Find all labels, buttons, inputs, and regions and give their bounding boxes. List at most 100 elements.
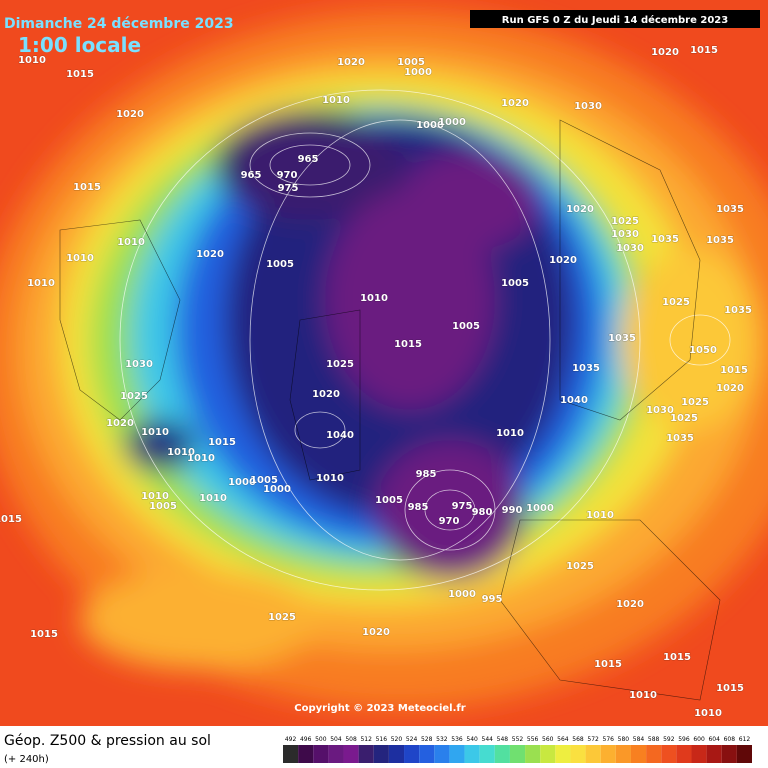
colorbar-tick-label: 612: [739, 736, 751, 743]
colorbar-swatch: [509, 745, 526, 763]
isobar-label: 1015: [690, 45, 718, 56]
isobar-label: 1015: [394, 339, 422, 350]
isobar-label: 1000: [448, 589, 476, 600]
colorbar-swatch: [585, 745, 601, 763]
colorbar-tick-label: 596: [678, 736, 690, 743]
isobar-label: 1020: [116, 109, 144, 120]
colorbar-swatch: [600, 745, 616, 763]
colorbar-tick-label: 568: [572, 736, 584, 743]
colorbar-tick-label: 520: [391, 736, 403, 743]
isobar-label: 1030: [611, 229, 639, 240]
colorbar-swatch: [434, 745, 450, 763]
isobar-label: 1035: [724, 305, 752, 316]
isobar-label: 1010: [117, 237, 145, 248]
isobar-label: 1015: [720, 365, 748, 376]
isobar-label: 1015: [594, 659, 622, 670]
isobar-label: 975: [452, 501, 473, 512]
isobar-label: 1010: [629, 690, 657, 701]
colorbar-swatch: [691, 745, 707, 763]
isobar-label: 1010: [360, 293, 388, 304]
colorbar-tick-label: 588: [648, 736, 660, 743]
colorbar-tick-label: 512: [360, 736, 372, 743]
run: Run GFS 0 Z du Jeudi 14 décembre 2023: [502, 14, 728, 26]
isobar-label: 1010: [496, 428, 524, 439]
colorbar-swatch: [328, 745, 344, 763]
isobar-label: 1010: [586, 510, 614, 521]
isobar-label: 1015: [73, 182, 101, 193]
isobar-label: 1020: [651, 47, 679, 58]
colorbar-tick-label: 592: [663, 736, 675, 743]
colorbar-tick-label: 544: [482, 736, 494, 743]
isobar-label: 1010: [66, 253, 94, 264]
colorbar-swatch: [358, 745, 374, 763]
isobar-label: 1020: [196, 249, 224, 260]
isobar-label: 1020: [549, 255, 577, 266]
isobar-label: 1005: [452, 321, 480, 332]
isobar-label: 1035: [572, 363, 600, 374]
isobar-label: 1000: [228, 477, 256, 488]
isobar-label: 985: [408, 502, 429, 513]
isobar-label: 1000: [404, 67, 432, 78]
footer-title: Géop. Z500 & pression au sol: [4, 733, 211, 749]
run-bg: [470, 10, 760, 28]
isobar-label: 1035: [666, 433, 694, 444]
colorbar-swatch: [646, 745, 662, 763]
isobar-label: 1050: [689, 345, 717, 356]
isobar-label: 1005: [250, 475, 278, 486]
colorbar-swatch: [419, 745, 435, 763]
colorbar-tick-label: 492: [285, 736, 297, 743]
colorbar-swatch: [343, 745, 359, 763]
colorbar-swatch: [373, 745, 389, 763]
colorbar-swatch: [570, 745, 586, 763]
date: Dimanche 24 décembre 2023: [4, 16, 234, 32]
isobar-label: 1020: [501, 98, 529, 109]
isobar-label: 1035: [608, 333, 636, 344]
isobar-label: 1010: [27, 278, 55, 289]
isobar-label: 965: [241, 170, 262, 181]
isobar-label: 1010: [199, 493, 227, 504]
colorbar-tick-label: 528: [421, 736, 433, 743]
isobar-label: 1000: [438, 117, 466, 128]
isobar-label: 1005: [375, 495, 403, 506]
colorbar-tick-label: 504: [330, 736, 342, 743]
isobar-label: 1020: [312, 389, 340, 400]
isobar-label: 1025: [120, 391, 148, 402]
isobar-label: 1020: [337, 57, 365, 68]
colorbar-swatch: [676, 745, 692, 763]
colorbar-swatch: [540, 745, 556, 763]
isobar-label: 1010: [141, 427, 169, 438]
colorbar-tick-label: 564: [557, 736, 569, 743]
isobar-label: 1005: [266, 259, 294, 270]
colorbar-swatch: [464, 745, 480, 763]
isobar-label: 990: [502, 505, 523, 516]
colorbar-swatch: [630, 745, 647, 763]
colorbar-swatch: [555, 745, 571, 763]
isobar-label: 1015: [0, 514, 22, 525]
isobar-label: 1005: [397, 57, 425, 68]
isobar-label: 1010: [187, 453, 215, 464]
colorbar-swatch: [404, 745, 420, 763]
isobar-label: 1030: [574, 101, 602, 112]
isobar-label: 1025: [670, 413, 698, 424]
colorbar-tick-label: 584: [633, 736, 645, 743]
colorbar-swatch: [494, 745, 510, 763]
isobar-label: 1025: [326, 359, 354, 370]
colorbar-swatch: [706, 745, 722, 763]
isobar-label: 1010: [18, 55, 46, 66]
colorbar-tick-label: 524: [406, 736, 418, 743]
isobar-label: 1035: [716, 204, 744, 215]
colorbar-swatch: [661, 745, 677, 763]
isobar-label: 1025: [566, 561, 594, 572]
isobar-label: 1030: [616, 243, 644, 254]
isobar-label: 995: [482, 594, 503, 605]
isobar-label: 1020: [362, 627, 390, 638]
colorbar-swatch: [283, 745, 299, 763]
colorbar-swatch: [615, 745, 631, 763]
isobar-label: 1020: [616, 599, 644, 610]
isobar-label: 1010: [316, 473, 344, 484]
colorbar-swatch: [313, 745, 329, 763]
colorbar-tick-label: 496: [300, 736, 312, 743]
isobar-label: 1030: [646, 405, 674, 416]
colorbar-tick-label: 604: [708, 736, 720, 743]
